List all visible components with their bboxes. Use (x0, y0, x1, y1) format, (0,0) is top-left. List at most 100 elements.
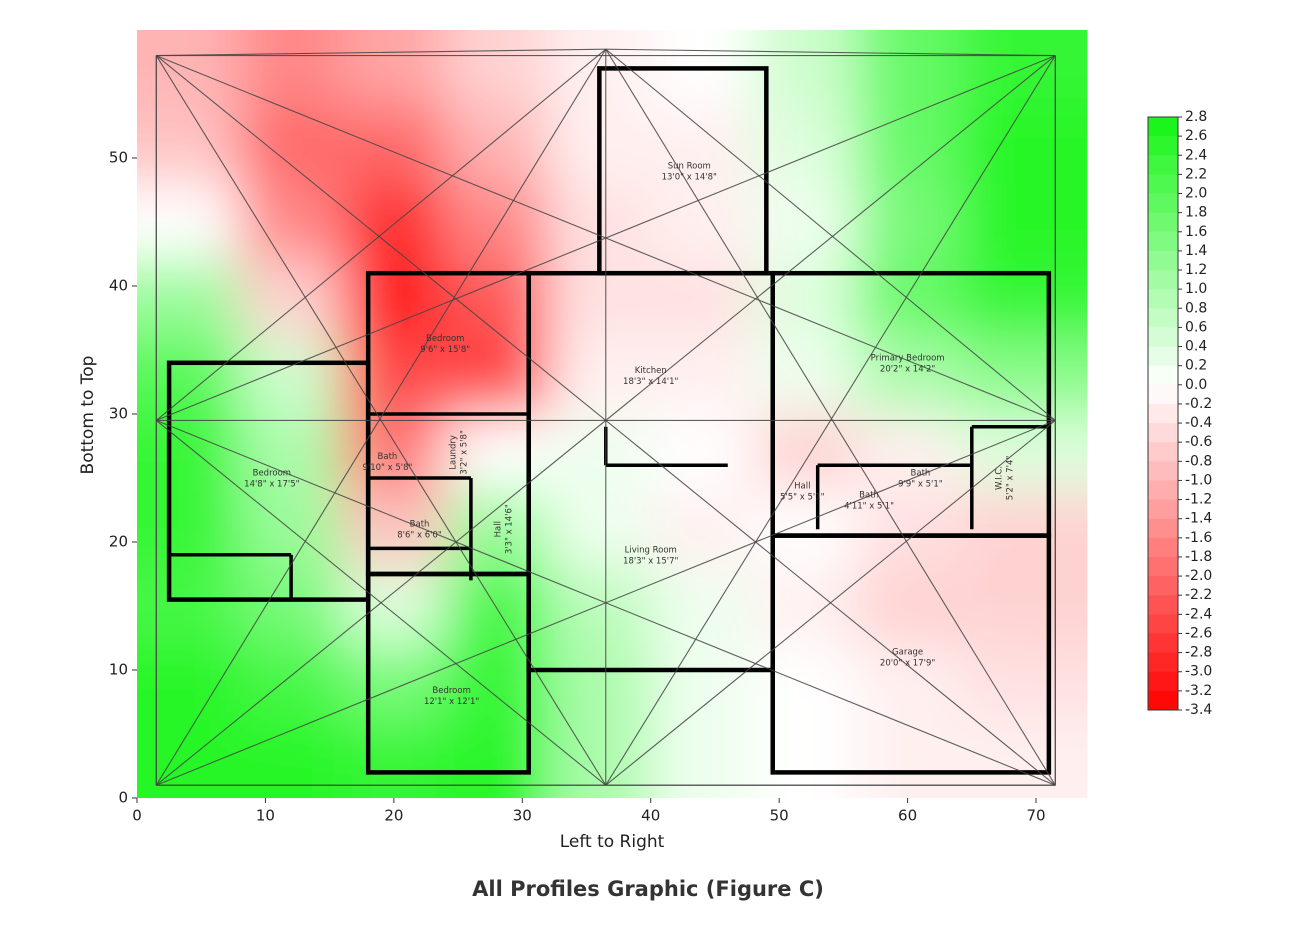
colorbar-tick-label: 1.8 (1185, 205, 1207, 221)
room-name: Laundry (449, 435, 459, 470)
room-size: 4'11" x 5'1" (844, 501, 894, 511)
colorbar-tick-label: -1.8 (1185, 549, 1212, 565)
colorbar-tick-label: 0.2 (1185, 358, 1207, 374)
contour-cell (547, 644, 652, 723)
colorbar-band (1148, 423, 1178, 443)
contour-cell (753, 721, 858, 798)
colorbar-band (1148, 270, 1178, 290)
contour-cell (650, 106, 755, 185)
contour-cell (137, 567, 241, 646)
wall (597, 66, 769, 276)
profile-line (155, 48, 607, 421)
room-size: 20'0" x 17'9" (880, 659, 935, 669)
profile-line (605, 419, 1056, 786)
colorbar-band (1148, 327, 1178, 348)
colorbar-band (1148, 556, 1178, 577)
room-name: Kitchen (635, 366, 667, 376)
x-tick-label: 0 (132, 807, 142, 825)
colorbar-tick-label: -0.4 (1185, 415, 1212, 431)
colorbar-band (1148, 403, 1178, 424)
colorbar-tick-label: -1.4 (1185, 511, 1212, 527)
contour-cell (753, 183, 858, 262)
contour-cell (753, 490, 858, 569)
colorbar-band (1148, 671, 1178, 692)
colorbar-tick-label: 2.2 (1185, 166, 1207, 182)
contour-cell (137, 490, 241, 569)
colorbar-band (1148, 480, 1178, 501)
contour-cell (958, 106, 1088, 185)
room-size: 18'3" x 15'7" (623, 556, 678, 566)
contour-cell (445, 30, 549, 108)
contour-cell (650, 644, 755, 723)
colorbar-tick-label: -3.0 (1185, 664, 1212, 680)
contour-cell (445, 644, 549, 723)
room-size: 3'3" x 14'6" (505, 504, 515, 554)
contour-cell (342, 183, 447, 262)
contour-cell (445, 567, 549, 646)
contour-cell (137, 337, 241, 415)
colorbar-band (1148, 250, 1178, 271)
contour-cell (958, 183, 1088, 262)
colorbar-tick-label: 1.0 (1185, 281, 1207, 297)
profile-line (155, 48, 607, 786)
room-name: Hall (794, 481, 810, 491)
axes: 0 10 20 30 40 50 60 70 0 10 20 30 40 50 2.8 2.6 2.4 2.2 2.… (109, 109, 1213, 825)
room-size: 3'2" x 5'8" (460, 430, 470, 475)
colorbar-tick-label: -1.0 (1185, 472, 1212, 488)
contour-cell (958, 30, 1088, 108)
contour-cell (856, 490, 960, 569)
contour-cell (650, 30, 755, 108)
contour-cell (650, 567, 755, 646)
room-name: Bedroom (253, 469, 291, 479)
contour-cell (650, 721, 755, 798)
contour-cell (137, 644, 241, 723)
floor-plan (166, 66, 1052, 775)
x-axis-label: Left to Right (560, 832, 665, 852)
contour-cell (753, 567, 858, 646)
y-axis-label: Bottom to Top (78, 356, 98, 475)
y-tick-label: 50 (109, 149, 128, 167)
contour-cell (547, 721, 652, 798)
colorbar-band (1148, 365, 1178, 386)
profile-line (156, 48, 606, 57)
room-name: Bedroom (432, 686, 470, 696)
colorbar-tick-label: 0.6 (1185, 319, 1207, 335)
x-tick-label: 60 (898, 807, 917, 825)
colorbar-tick-label: 2.6 (1185, 128, 1207, 144)
colorbar-band (1148, 499, 1178, 520)
room-size: 18'3" x 14'1" (623, 377, 678, 387)
contour-cell (958, 644, 1088, 723)
contour-cell (958, 567, 1088, 646)
contour-cell (137, 721, 241, 798)
x-tick-label: 50 (770, 807, 789, 825)
y-tick-label: 40 (109, 277, 128, 295)
contour-cell (342, 567, 447, 646)
contour-cell (445, 337, 549, 415)
colorbar-band (1148, 346, 1178, 367)
room-size: 9'9" x 5'1" (898, 480, 943, 490)
contour-field (137, 30, 1088, 798)
y-tick-label: 10 (109, 661, 128, 679)
room-size: 20'2" x 14'2" (880, 364, 935, 374)
profile-line (156, 419, 1056, 786)
room-name: Sun Room (668, 161, 711, 171)
profile-line (605, 48, 1056, 57)
colorbar-band (1148, 136, 1178, 156)
colorbar-tick-label: 1.4 (1185, 243, 1207, 259)
contour-cell (137, 260, 241, 339)
x-tick-label: 70 (1026, 807, 1045, 825)
contour-cell (239, 183, 344, 262)
room-name: Bedroom (426, 334, 464, 344)
colorbar-tick-label: -0.8 (1185, 453, 1212, 469)
colorbar-band (1148, 193, 1178, 214)
colorbar-band (1148, 633, 1178, 654)
room-size: 14'8" x 17'5" (244, 480, 299, 490)
contour-cell (239, 106, 344, 185)
wall (770, 533, 1052, 775)
colorbar-tick-label: -2.2 (1185, 587, 1212, 603)
contour-cell (856, 106, 960, 185)
room-size: 13'0" x 14'8" (662, 172, 717, 182)
profiles (155, 48, 1056, 786)
profile-line (605, 48, 1056, 786)
